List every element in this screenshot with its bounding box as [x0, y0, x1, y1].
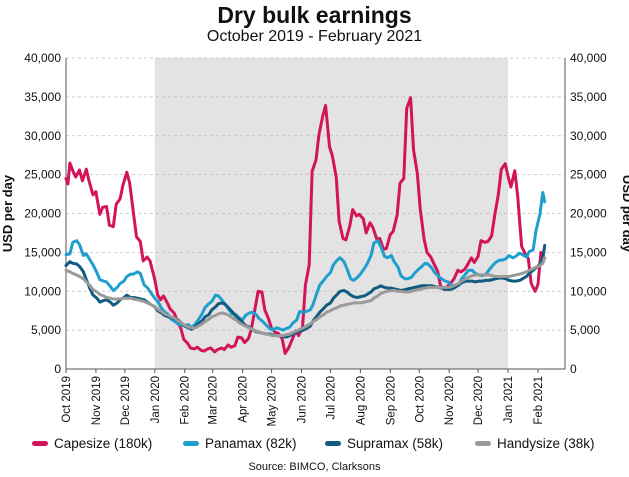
y-tick-label-left: 15,000 — [24, 245, 61, 259]
series-line-handysize — [64, 256, 547, 338]
legend-swatch-panamax — [183, 441, 199, 446]
y-tick-label-left: 35,000 — [24, 90, 61, 104]
legend-swatch-capesize — [32, 441, 48, 446]
legend-item-panamax: Panamax (82k) — [183, 436, 297, 451]
x-tick-label: Oct 2020 — [414, 376, 426, 423]
y-tick-label-left: 30,000 — [24, 129, 61, 143]
y-tick-label-left: 5,000 — [31, 323, 61, 337]
x-tick-label: Apr 2020 — [238, 376, 250, 423]
x-tick-label: Dec 2020 — [473, 376, 485, 425]
legend-item-supramax: Supramax (58k) — [325, 436, 443, 451]
y-tick-label-left: 40,000 — [24, 51, 61, 65]
y-axis-title-left: USD per day — [0, 174, 15, 252]
x-tick-label: Nov 2019 — [91, 376, 103, 425]
x-tick-label: May 2020 — [267, 376, 279, 427]
legend-swatch-handysize — [475, 441, 491, 446]
y-tick-label-right: 10,000 — [570, 284, 607, 298]
y-tick-label-right: 25,000 — [570, 168, 607, 182]
y-tick-label-right: 20,000 — [570, 207, 607, 221]
legend-label-handysize: Handysize (38k) — [497, 436, 595, 451]
y-tick-label-right: 15,000 — [570, 245, 607, 259]
legend-swatch-supramax — [325, 441, 341, 446]
legend-item-handysize: Handysize (38k) — [475, 436, 595, 451]
x-tick-label: Feb 2020 — [180, 376, 192, 425]
y-tick-label-left: 20,000 — [24, 207, 61, 221]
chart-svg: 0 0 5,000 5,000 10,000 10,000 15,000 15,000 20,0… — [0, 51, 629, 427]
x-tick-label: Sep 2020 — [385, 376, 397, 425]
legend-label-supramax: Supramax (58k) — [347, 436, 444, 451]
x-tick-label: Nov 2020 — [444, 376, 456, 425]
y-tick-label-left: 10,000 — [24, 284, 61, 298]
y-tick-label-right: 5,000 — [570, 323, 600, 337]
x-tick-label: Jan 2021 — [503, 376, 515, 423]
x-tick-label: Mar 2020 — [208, 376, 220, 425]
chart-title: Dry bulk earnings — [217, 2, 412, 28]
x-tick-label: Jun 2020 — [297, 376, 309, 423]
x-tick-label: Aug 2020 — [355, 376, 367, 425]
x-tick-label: Oct 2019 — [61, 376, 73, 423]
x-tick-label: Dec 2019 — [120, 376, 132, 425]
y-tick-label-left: 0 — [54, 362, 61, 376]
x-tick-label: Jul 2020 — [325, 376, 337, 419]
legend-label-capesize: Capesize (180k) — [54, 436, 153, 451]
legend-item-capesize: Capesize (180k) — [32, 436, 152, 451]
y-axis-title-right: USD per day — [620, 175, 629, 253]
source-note: Source: BIMCO, Clarksons — [248, 461, 381, 473]
legend-label-panamax: Panamax (82k) — [205, 436, 297, 451]
y-tick-label-right: 35,000 — [570, 90, 607, 104]
x-tick-label: Feb 2021 — [533, 376, 545, 425]
series-line-panamax — [64, 191, 547, 332]
y-tick-label-left: 25,000 — [24, 168, 61, 182]
x-tick-label: Jan 2020 — [150, 376, 162, 423]
y-tick-label-right: 0 — [570, 362, 577, 376]
y-tick-label-right: 40,000 — [570, 51, 607, 65]
y-tick-label-right: 30,000 — [570, 129, 607, 143]
legend: Capesize (180k) Panamax (82k) Supramax (… — [0, 436, 629, 456]
chart-subtitle: October 2019 - February 2021 — [206, 28, 423, 45]
